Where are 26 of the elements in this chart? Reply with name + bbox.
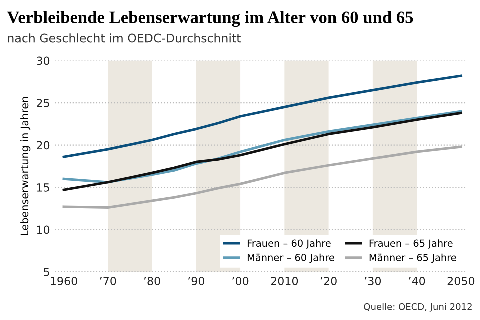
x-tick-label: 1960 <box>51 277 78 286</box>
x-tick-label: ’00 <box>232 277 249 286</box>
legend-label: Frauen – 60 Jahre <box>248 240 331 249</box>
x-tick-label: ’90 <box>188 277 205 286</box>
chart-title: Verbleibende Lebenserwartung im Alter von 60 und 65 <box>7 11 414 28</box>
legend-label: Männer – 60 Jahre <box>248 254 334 264</box>
x-tick-label: ’80 <box>144 277 160 286</box>
y-tick-label: 15 <box>37 184 50 192</box>
x-tick-label: 2010 <box>271 277 298 286</box>
legend-label: Männer – 65 Jahre <box>370 254 456 264</box>
y-tick-label: 30 <box>37 56 50 66</box>
x-tick-label: ’20 <box>320 277 337 286</box>
y-tick-label: 10 <box>37 226 50 234</box>
source-note: Quelle: OECD, Juni 2012 <box>364 303 472 312</box>
y-tick-label: 5 <box>44 268 50 276</box>
y-tick-label: 25 <box>37 99 50 108</box>
y-tick-label: 20 <box>37 141 50 150</box>
legend-label: Frauen – 65 Jahre <box>370 240 453 249</box>
y-axis-title: Lebenserwartung in Jahren <box>20 97 31 236</box>
x-tick-label: ’40 <box>409 277 426 286</box>
x-tick-label: ’70 <box>100 277 116 286</box>
chart-subtitle: nach Geschlecht im OEDC-Durchschnitt <box>8 34 241 43</box>
x-tick-label: 2050 <box>448 277 475 286</box>
x-tick-label: ’30 <box>365 277 382 286</box>
line-series <box>62 74 462 158</box>
line-series <box>62 146 462 210</box>
